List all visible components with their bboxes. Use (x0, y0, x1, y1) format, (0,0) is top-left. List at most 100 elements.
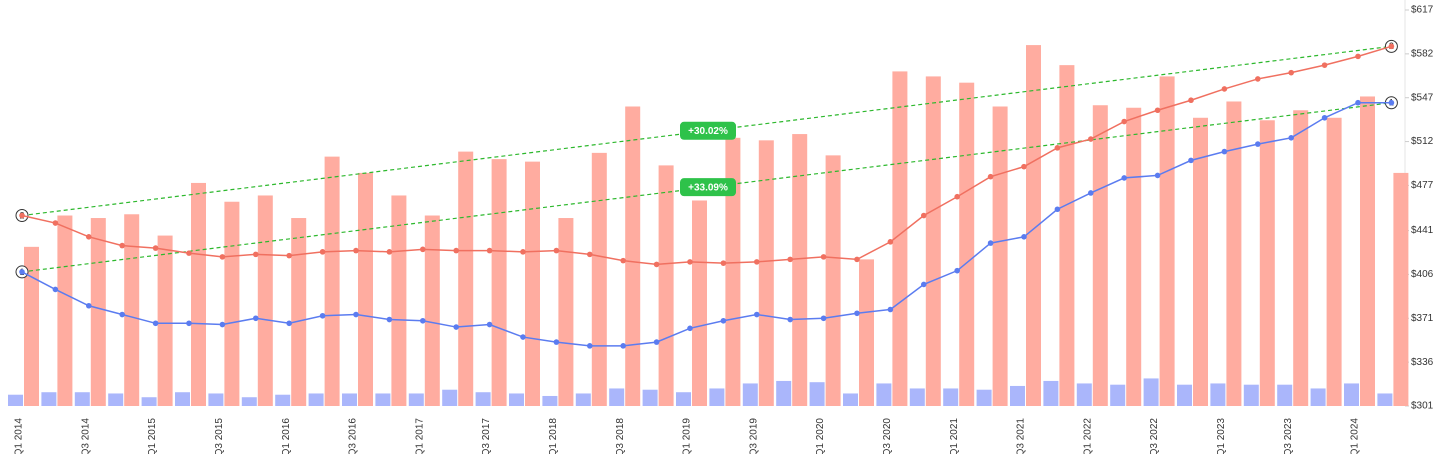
bar (257, 195, 273, 406)
change-badge (680, 121, 736, 140)
x-tick-label: Q1 2018 (548, 418, 559, 454)
bar (825, 155, 841, 406)
line-point (1054, 206, 1061, 213)
line-point (453, 324, 460, 330)
line-point (1255, 76, 1261, 82)
line-point (587, 251, 593, 258)
x-tick-label: Q1 2021 (949, 418, 960, 454)
x-tick-label: Q3 2014 (80, 418, 91, 454)
bar (8, 394, 23, 406)
bar (275, 394, 291, 406)
line-point (52, 286, 59, 293)
bar (175, 392, 190, 406)
bar (925, 76, 941, 406)
y-tick-label: $477 (1411, 180, 1434, 191)
x-tick-label: Q3 2021 (1016, 418, 1027, 454)
bar (709, 388, 725, 406)
line-point (587, 343, 593, 349)
line-point (119, 242, 125, 249)
bar (391, 195, 407, 406)
line-point (854, 310, 860, 317)
line (21, 101, 1392, 347)
bar (525, 161, 540, 406)
line-point (1321, 62, 1328, 68)
line-point (1021, 163, 1027, 170)
line-point (1154, 172, 1161, 179)
line-point (553, 339, 560, 345)
line-point (1388, 99, 1395, 106)
line-point (19, 212, 25, 219)
y-tick-label: $441 (1411, 225, 1434, 236)
x-tick-label: Q1 2016 (281, 418, 292, 454)
line-point (887, 306, 894, 313)
line-point (186, 320, 192, 327)
bar (308, 393, 324, 406)
line-point (653, 339, 660, 345)
line-point (1221, 86, 1228, 92)
bar (876, 383, 892, 406)
line-point (720, 317, 727, 324)
bar (324, 156, 340, 406)
line-point (687, 259, 693, 265)
bar (575, 393, 591, 406)
line-point (1154, 107, 1161, 114)
x-tick-label: Q1 2014 (14, 418, 25, 454)
line-point (219, 321, 226, 328)
bar (41, 392, 57, 406)
x-tick-label: Q3 2020 (882, 418, 893, 454)
x-tick-label: Q3 2023 (1283, 418, 1294, 454)
bar (291, 218, 307, 406)
bar (358, 172, 373, 406)
line-point (1021, 234, 1027, 240)
bar (1259, 120, 1275, 407)
line-point (486, 321, 493, 328)
bar (375, 393, 391, 406)
bar (591, 152, 607, 406)
bar (1010, 385, 1025, 406)
bar (758, 140, 774, 407)
line-point (620, 343, 626, 349)
bar (458, 151, 474, 406)
bar (1377, 393, 1393, 406)
x-tick-label: Q1 2019 (682, 418, 693, 454)
y-tick-label: $617 (1411, 5, 1434, 16)
bar (1293, 110, 1309, 406)
bar (342, 393, 357, 406)
y-tick-label: $512 (1411, 136, 1434, 147)
line-point (1088, 190, 1094, 196)
bar (157, 235, 173, 406)
bar (809, 382, 825, 406)
bar (558, 218, 574, 406)
line-point (787, 256, 793, 263)
line-point (820, 315, 827, 322)
line-point (1321, 114, 1328, 121)
line-point (1121, 118, 1127, 125)
bar (642, 389, 658, 406)
bar (424, 215, 440, 406)
line-point (86, 302, 92, 309)
change-label: +30.02% (688, 126, 728, 137)
bar (1344, 383, 1359, 406)
bar (1310, 388, 1326, 406)
line-point (887, 239, 894, 245)
line-point (1221, 148, 1228, 155)
line-point (687, 325, 693, 332)
line-point (219, 254, 226, 260)
line-point (1121, 175, 1127, 181)
line-point (386, 316, 393, 323)
bar (676, 392, 691, 406)
bar (191, 182, 206, 406)
bar (1193, 117, 1208, 406)
line-point (353, 311, 359, 318)
line-point (119, 311, 125, 318)
x-tick-label: Q1 2024 (1350, 418, 1361, 454)
bar (1243, 384, 1259, 406)
bar (909, 388, 925, 406)
y-tick-label: $406 (1411, 269, 1434, 280)
bar (892, 71, 908, 406)
line-point (420, 317, 426, 324)
line-point (921, 212, 927, 219)
bar (843, 393, 858, 406)
bar (976, 389, 992, 406)
